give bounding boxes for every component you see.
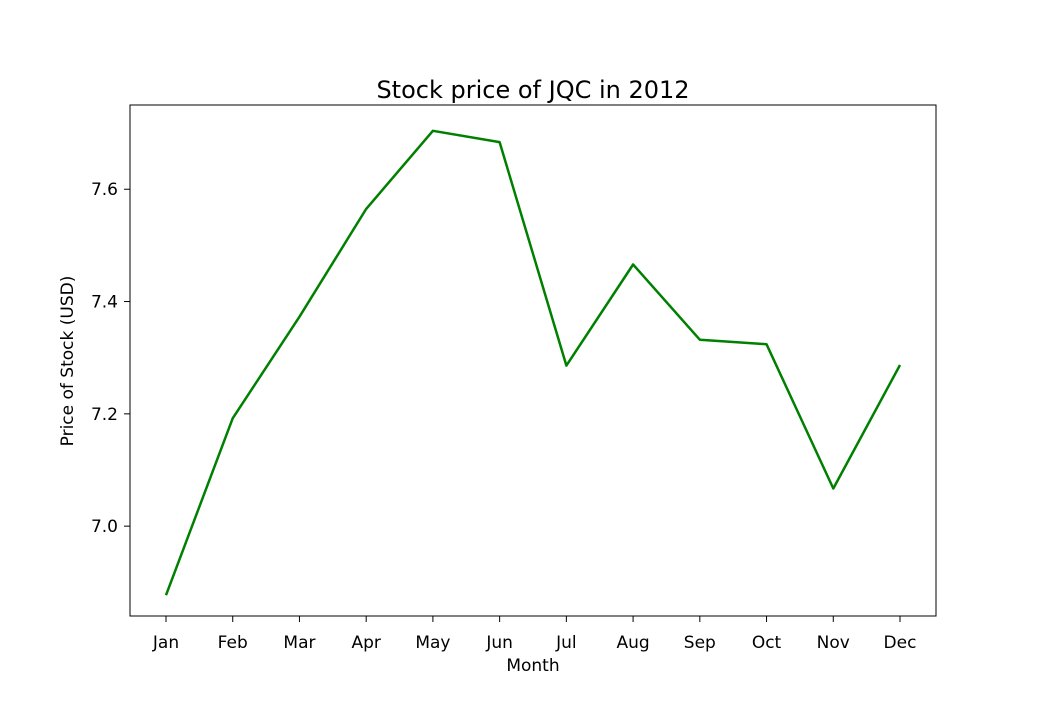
x-axis: Jan Feb Mar Apr May Jun Jul Aug Sep Oct Nov Dec bbox=[152, 616, 917, 653]
x-tick-label: Oct bbox=[752, 633, 782, 653]
x-tick-label: Feb bbox=[218, 633, 248, 653]
x-tick-label: Jan bbox=[152, 633, 179, 653]
series-line bbox=[166, 131, 900, 595]
y-tick-label: 7.0 bbox=[91, 517, 118, 537]
series-layer bbox=[166, 131, 900, 595]
x-tick-label: Mar bbox=[283, 633, 315, 653]
x-tick-label: Dec bbox=[884, 633, 917, 653]
x-tick-label: Aug bbox=[616, 633, 649, 653]
y-axis: 7.0 7.2 7.4 7.6 bbox=[91, 180, 130, 537]
plot-area-frame bbox=[130, 105, 936, 616]
y-tick-label: 7.6 bbox=[91, 180, 118, 200]
y-axis-label: Price of Stock (USD) bbox=[58, 276, 78, 447]
x-tick-label: Jul bbox=[555, 633, 577, 653]
x-axis-label: Month bbox=[506, 656, 559, 676]
x-tick-label: May bbox=[415, 633, 450, 653]
x-tick-label: Nov bbox=[817, 633, 850, 653]
x-tick-label: Jun bbox=[485, 633, 513, 653]
x-tick-label: Sep bbox=[684, 633, 716, 653]
y-tick-label: 7.4 bbox=[91, 293, 118, 313]
y-tick-label: 7.2 bbox=[91, 405, 118, 425]
x-tick-label: Apr bbox=[351, 633, 380, 653]
chart-title: Stock price of JQC in 2012 bbox=[376, 76, 689, 104]
